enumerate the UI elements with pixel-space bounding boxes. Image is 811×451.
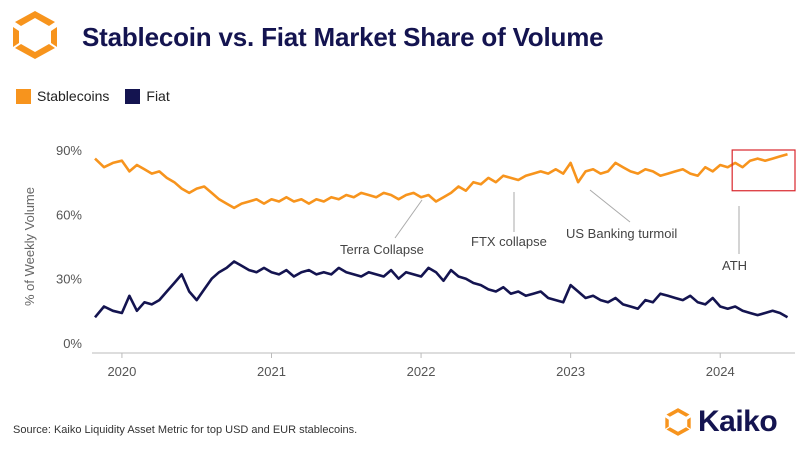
annotation-leader: [589, 189, 631, 223]
y-tick-label: 90%: [56, 143, 82, 158]
kaiko-brand: Kaiko: [663, 405, 778, 439]
annotation-label: FTX collapse: [471, 234, 547, 249]
source-note: Source: Kaiko Liquidity Asset Metric for…: [13, 424, 358, 436]
page-title: Stablecoin vs. Fiat Market Share of Volu…: [82, 22, 604, 52]
x-tick-label: 2022: [407, 364, 436, 379]
y-tick-label: 30%: [56, 272, 82, 287]
legend-item-fiat: Fiat: [125, 88, 170, 104]
legend-swatch-stablecoins: [16, 88, 31, 104]
series-line-stablecoins: [94, 153, 788, 210]
kaiko-logo-icon: [665, 408, 691, 436]
chart-legend: Stablecoins Fiat: [16, 88, 186, 104]
annotation-label: US Banking turmoil: [566, 226, 677, 241]
series-line-fiat: [94, 260, 789, 319]
legend-label-stablecoins: Stablecoins: [37, 88, 110, 104]
ath-highlight-box: [731, 149, 796, 192]
x-tick-label: 2020: [107, 364, 136, 379]
x-tick-label: 2021: [257, 364, 286, 379]
kaiko-logo-top: [13, 11, 57, 59]
y-axis-label: % of Weekly Volume: [22, 187, 37, 306]
line-chart: 0% 30% 60% 90% 2020 2021 2022 2023 2024 % of Week…: [22, 143, 796, 379]
y-tick-label: 60%: [56, 207, 82, 222]
annotation-leader: [394, 199, 423, 239]
x-tick-label: 2023: [556, 364, 585, 379]
annotation-label: Terra Collapse: [340, 242, 424, 257]
annotation-label: ATH: [722, 258, 747, 273]
legend-swatch-fiat: [125, 88, 141, 104]
brand-name: Kaiko: [698, 405, 778, 438]
x-tick-label: 2024: [706, 364, 735, 379]
legend-item-stablecoins: Stablecoins: [16, 88, 109, 104]
y-tick-label: 0%: [63, 336, 82, 351]
legend-label-fiat: Fiat: [146, 88, 170, 104]
